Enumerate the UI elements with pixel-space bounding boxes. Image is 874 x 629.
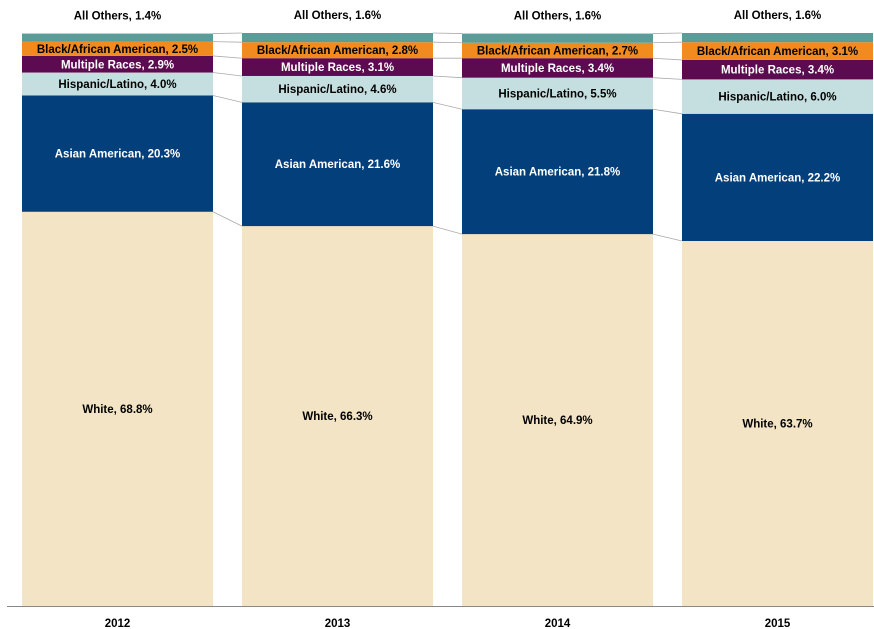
connector xyxy=(212,211,243,227)
data-label: Multiple Races, 3.1% xyxy=(281,62,394,74)
bar-segment xyxy=(22,211,213,606)
bar-segment xyxy=(462,33,653,43)
bar-segment xyxy=(462,58,653,78)
bar-segment xyxy=(242,75,433,103)
connector xyxy=(652,108,683,115)
bar-segment xyxy=(682,33,873,43)
connector xyxy=(432,41,463,44)
bar-segment xyxy=(242,42,433,59)
bar-segment xyxy=(242,58,433,76)
data-label: All Others, 1.6% xyxy=(294,10,382,22)
bar-segment xyxy=(682,42,873,60)
x-tick-label: 2012 xyxy=(105,618,131,629)
data-label: Black/African American, 2.7% xyxy=(477,46,638,58)
bar-segment xyxy=(22,55,213,73)
connector xyxy=(212,32,243,34)
bar-segment xyxy=(462,42,653,59)
data-label: All Others, 1.6% xyxy=(734,10,822,22)
data-label: White, 68.8% xyxy=(82,404,152,416)
data-label: Multiple Races, 2.9% xyxy=(61,59,174,71)
connector xyxy=(212,41,243,43)
data-label: Hispanic/Latino, 5.5% xyxy=(498,88,616,100)
data-label: White, 66.3% xyxy=(302,411,372,423)
bar-segment xyxy=(462,77,653,110)
connector xyxy=(432,75,463,79)
bar-segment xyxy=(242,33,433,43)
bar-segment xyxy=(22,72,213,96)
bar-segment xyxy=(242,226,433,606)
data-label: All Others, 1.4% xyxy=(74,11,162,23)
data-label: Asian American, 22.2% xyxy=(715,172,841,184)
connector xyxy=(652,233,683,242)
bar-segment xyxy=(682,113,873,241)
bar-segment xyxy=(22,95,213,212)
x-tick-label: 2014 xyxy=(545,618,571,629)
data-label: Black/African American, 2.8% xyxy=(257,45,418,57)
data-label: Multiple Races, 3.4% xyxy=(721,65,834,77)
data-label: Asian American, 21.8% xyxy=(495,167,621,179)
bar-segment xyxy=(682,59,873,80)
data-label: White, 64.9% xyxy=(522,415,592,427)
data-label: Hispanic/Latino, 4.0% xyxy=(58,79,176,91)
data-label: Hispanic/Latino, 4.6% xyxy=(278,84,396,96)
connector xyxy=(432,101,463,110)
connector xyxy=(212,72,243,77)
connector xyxy=(212,95,243,103)
data-label: Asian American, 20.3% xyxy=(55,149,181,161)
data-label: Asian American, 21.6% xyxy=(275,159,401,171)
bar-segment xyxy=(682,79,873,114)
bar-segment xyxy=(22,33,213,42)
connector xyxy=(652,57,683,61)
connector xyxy=(652,41,683,44)
data-label: All Others, 1.6% xyxy=(514,11,602,23)
connector xyxy=(652,32,683,34)
bar-segment xyxy=(242,102,433,227)
data-label: Hispanic/Latino, 6.0% xyxy=(718,92,836,104)
connector xyxy=(212,55,243,59)
bar-segment xyxy=(682,240,873,606)
bar-segment xyxy=(22,41,213,56)
connector xyxy=(652,77,683,80)
x-tick-label: 2013 xyxy=(325,618,351,629)
data-label: White, 63.7% xyxy=(742,419,812,431)
data-label: Multiple Races, 3.4% xyxy=(501,63,614,75)
connector xyxy=(432,225,463,235)
bar-segment xyxy=(462,109,653,235)
bar-segment xyxy=(462,234,653,607)
x-tick-label: 2015 xyxy=(765,618,791,629)
data-label: Black/African American, 2.5% xyxy=(37,44,198,56)
data-label: Black/African American, 3.1% xyxy=(697,46,858,58)
connector xyxy=(432,32,463,34)
